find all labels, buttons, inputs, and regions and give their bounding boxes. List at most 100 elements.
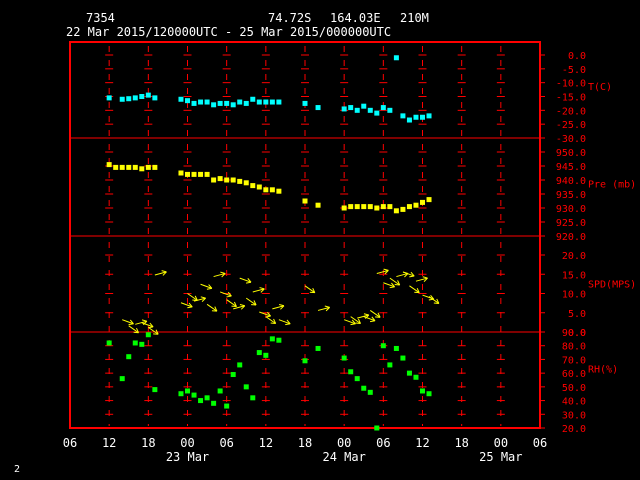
data-point: [341, 205, 347, 211]
wind-arrow: [239, 277, 252, 284]
wind-arrow: [272, 304, 285, 310]
y-tick-label: -20.0: [556, 106, 586, 117]
wind-arrow: [389, 277, 401, 286]
data-point: [400, 113, 406, 119]
x-tick-label: 18: [298, 436, 312, 450]
data-point: [126, 354, 132, 360]
data-point: [341, 106, 347, 112]
data-point: [315, 345, 321, 351]
data-point: [387, 204, 393, 210]
wind-arrow: [357, 313, 370, 319]
y-tick-label: -10.0: [556, 79, 586, 90]
data-point: [198, 99, 204, 105]
data-point: [139, 94, 145, 99]
data-point: [126, 164, 132, 170]
panel-name: Pre (mb): [588, 179, 636, 190]
data-point: [178, 391, 184, 397]
data-point: [380, 343, 386, 349]
x-tick-label: 06: [533, 436, 547, 450]
wind-arrow: [415, 276, 428, 282]
x-tick-label: 18: [141, 436, 155, 450]
wind-arrow: [363, 316, 376, 323]
wind-arrow: [219, 291, 232, 298]
data-point: [420, 199, 425, 205]
data-point: [145, 332, 151, 338]
y-tick-label: -5.0: [562, 65, 586, 76]
data-point: [237, 362, 243, 368]
data-point: [185, 388, 190, 394]
data-point: [230, 102, 236, 108]
data-point: [367, 389, 373, 395]
data-point: [348, 105, 354, 111]
data-point: [119, 164, 125, 170]
data-point: [256, 350, 262, 356]
y-tick-label: 930.0: [556, 204, 586, 215]
data-point: [361, 103, 367, 109]
data-point: [269, 187, 275, 193]
time-range: 22 Mar 2015/120000UTC - 25 Mar 2015/0000…: [66, 25, 392, 39]
wind-arrow: [154, 270, 167, 276]
data-point: [211, 400, 217, 406]
data-point: [302, 100, 308, 106]
data-point: [361, 385, 367, 391]
y-tick-label: 15.0: [562, 270, 586, 281]
wind-arrow: [383, 282, 395, 289]
data-point: [426, 391, 432, 397]
wind-arrow: [343, 319, 356, 326]
data-point: [354, 204, 360, 210]
y-tick-label: 20.0: [562, 251, 586, 262]
data-point: [348, 369, 354, 375]
wind-arrow: [148, 326, 159, 335]
plot-frame: [69, 41, 541, 429]
data-point: [341, 355, 347, 361]
data-point: [237, 99, 243, 105]
y-tick-label: -25.0: [556, 120, 586, 131]
data-point: [263, 187, 269, 193]
data-point: [276, 337, 282, 343]
data-point: [380, 105, 386, 111]
wind-arrow: [141, 322, 154, 329]
data-point: [374, 425, 380, 431]
data-point: [152, 387, 158, 393]
panel-name: SPD(MPS): [588, 279, 636, 290]
wind-arrow: [128, 325, 140, 334]
wind-arrow: [180, 302, 193, 309]
data-point: [406, 204, 412, 210]
wind-arrow: [122, 319, 134, 326]
data-point: [302, 198, 308, 204]
station-lon: 164.03E: [330, 11, 381, 25]
wind-arrow: [278, 319, 291, 326]
wind-arrow: [402, 271, 415, 278]
data-point: [145, 92, 151, 98]
data-point: [393, 55, 399, 61]
data-point: [217, 388, 223, 394]
data-point: [211, 177, 217, 183]
data-point: [269, 99, 275, 105]
data-point: [400, 355, 406, 361]
data-point: [374, 205, 380, 211]
y-tick-label: 20.0: [562, 424, 586, 435]
data-point: [243, 384, 249, 390]
data-point: [152, 164, 158, 170]
wind-arrow: [265, 316, 277, 324]
wind-arrow: [369, 310, 381, 318]
data-point: [250, 96, 256, 102]
data-point: [152, 95, 158, 101]
data-point: [204, 395, 210, 401]
data-point: [113, 164, 119, 170]
data-point: [217, 176, 223, 182]
station-lat: 74.72S: [268, 11, 312, 25]
y-tick-label: -30.0: [556, 134, 586, 145]
y-tick-label: -15.0: [556, 93, 586, 104]
data-point: [276, 188, 282, 194]
data-point: [250, 395, 256, 401]
wind-arrow: [226, 299, 237, 308]
x-tick-label: 06: [63, 436, 77, 450]
y-tick-label: 950.0: [556, 148, 586, 159]
data-point: [361, 204, 367, 210]
data-point: [191, 100, 197, 106]
y-tick-label: 80.0: [562, 342, 586, 353]
wind-arrow: [304, 285, 316, 294]
data-point: [106, 162, 112, 168]
data-point: [374, 110, 380, 116]
